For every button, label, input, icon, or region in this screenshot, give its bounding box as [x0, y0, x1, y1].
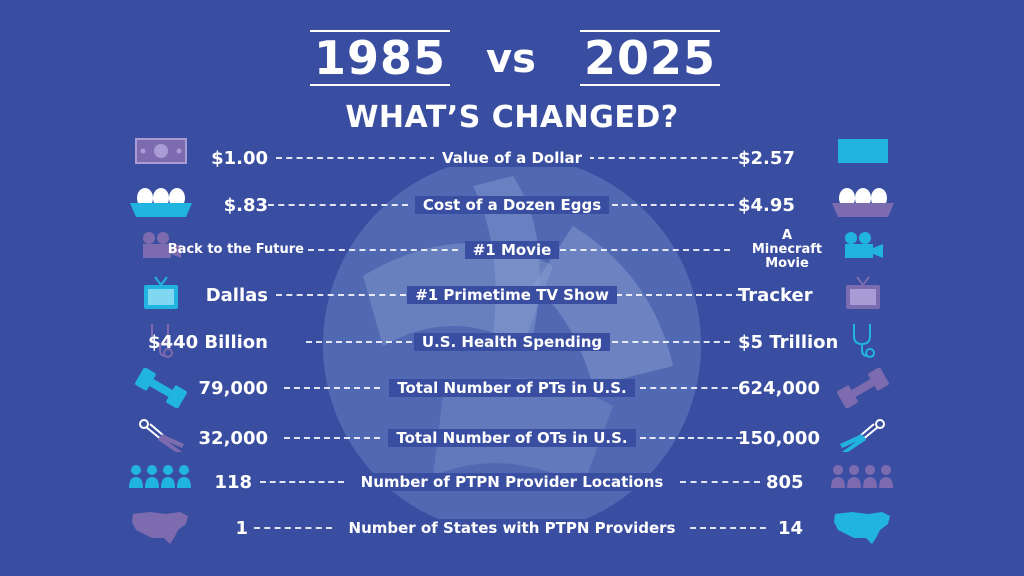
- row-label: Value of a Dollar: [433, 149, 591, 167]
- movie-camera-icon: [828, 230, 898, 270]
- egg-carton-icon: [828, 185, 898, 225]
- header: 1985 vs 2025: [0, 30, 1024, 90]
- comparison-row-provider-locations: 118 Number of PTPN Provider Locations 80…: [0, 462, 1024, 502]
- row-label: U.S. Health Spending: [413, 333, 611, 351]
- egg-carton-icon: [126, 185, 196, 225]
- value-2025: $4.95: [738, 194, 795, 216]
- tv-icon: [828, 275, 898, 315]
- comparison-row-eggs: $.83 Cost of a Dozen Eggs $4.95: [0, 185, 1024, 225]
- row-label: Total Number of PTs in U.S.: [389, 379, 635, 397]
- row-label: Cost of a Dozen Eggs: [414, 196, 610, 214]
- value-2025: 805: [766, 471, 804, 493]
- value-2025: 14: [778, 517, 804, 539]
- value-1985: 118: [214, 471, 252, 493]
- dollar-bill-icon: [126, 138, 196, 178]
- usa-map-icon: [126, 508, 196, 548]
- usa-map-icon: [828, 508, 898, 548]
- value-1985: 1: [235, 517, 248, 539]
- stethoscope-icon: [126, 322, 196, 362]
- dumbbell-icon: [828, 368, 898, 408]
- vs-label: vs: [486, 36, 536, 82]
- comparison-row-movie: Back to the Future #1 Movie A Minecraft …: [0, 228, 1024, 271]
- row-label: #1 Primetime TV Show: [407, 286, 617, 304]
- year-2025-title: 2025: [580, 30, 721, 86]
- stethoscope-icon: [828, 322, 898, 362]
- value-2025: A Minecraft Movie: [751, 228, 823, 271]
- value-2025: $5 Trillion: [738, 331, 839, 353]
- row-label: Total Number of OTs in U.S.: [388, 429, 636, 447]
- value-2025: $2.57: [738, 147, 795, 169]
- comparison-row-health-spending: $440 Billion U.S. Health Spending $5 Tri…: [0, 322, 1024, 362]
- comparison-row-ots: 32,000 Total Number of OTs in U.S. 150,0…: [0, 418, 1024, 458]
- dumbbell-icon: [126, 368, 196, 408]
- hand-grip-icon: [828, 418, 898, 458]
- people-group-icon: [126, 462, 196, 502]
- comparison-row-dollar: $1.00 Value of a Dollar $2.57: [0, 138, 1024, 178]
- row-label: #1 Movie: [464, 241, 560, 259]
- year-1985-title: 1985: [310, 30, 451, 86]
- row-label: Number of States with PTPN Providers: [340, 519, 684, 537]
- hand-grip-icon: [126, 418, 196, 458]
- value-1985: $440 Billion: [148, 331, 268, 353]
- value-2025: 624,000: [738, 377, 820, 399]
- value-2025: Tracker: [738, 284, 813, 306]
- comparison-row-tv-show: Dallas #1 Primetime TV Show Tracker: [0, 275, 1024, 315]
- comparison-row-pts: 79,000 Total Number of PTs in U.S. 624,0…: [0, 368, 1024, 408]
- movie-camera-icon: [126, 230, 196, 270]
- comparison-row-states: 1 Number of States with PTPN Providers 1…: [0, 508, 1024, 548]
- value-1985: 79,000: [198, 377, 268, 399]
- value-1985: $1.00: [211, 147, 268, 169]
- page-subtitle: WHAT’S CHANGED?: [345, 100, 679, 135]
- value-1985: Dallas: [205, 284, 268, 306]
- value-1985: Back to the Future: [167, 242, 304, 257]
- value-1985: $.83: [223, 194, 268, 216]
- value-1985: 32,000: [198, 427, 268, 449]
- value-2025: 150,000: [738, 427, 820, 449]
- row-label: Number of PTPN Provider Locations: [352, 473, 672, 491]
- people-group-icon: [828, 462, 898, 502]
- dollar-bill-icon: [828, 138, 898, 178]
- tv-icon: [126, 275, 196, 315]
